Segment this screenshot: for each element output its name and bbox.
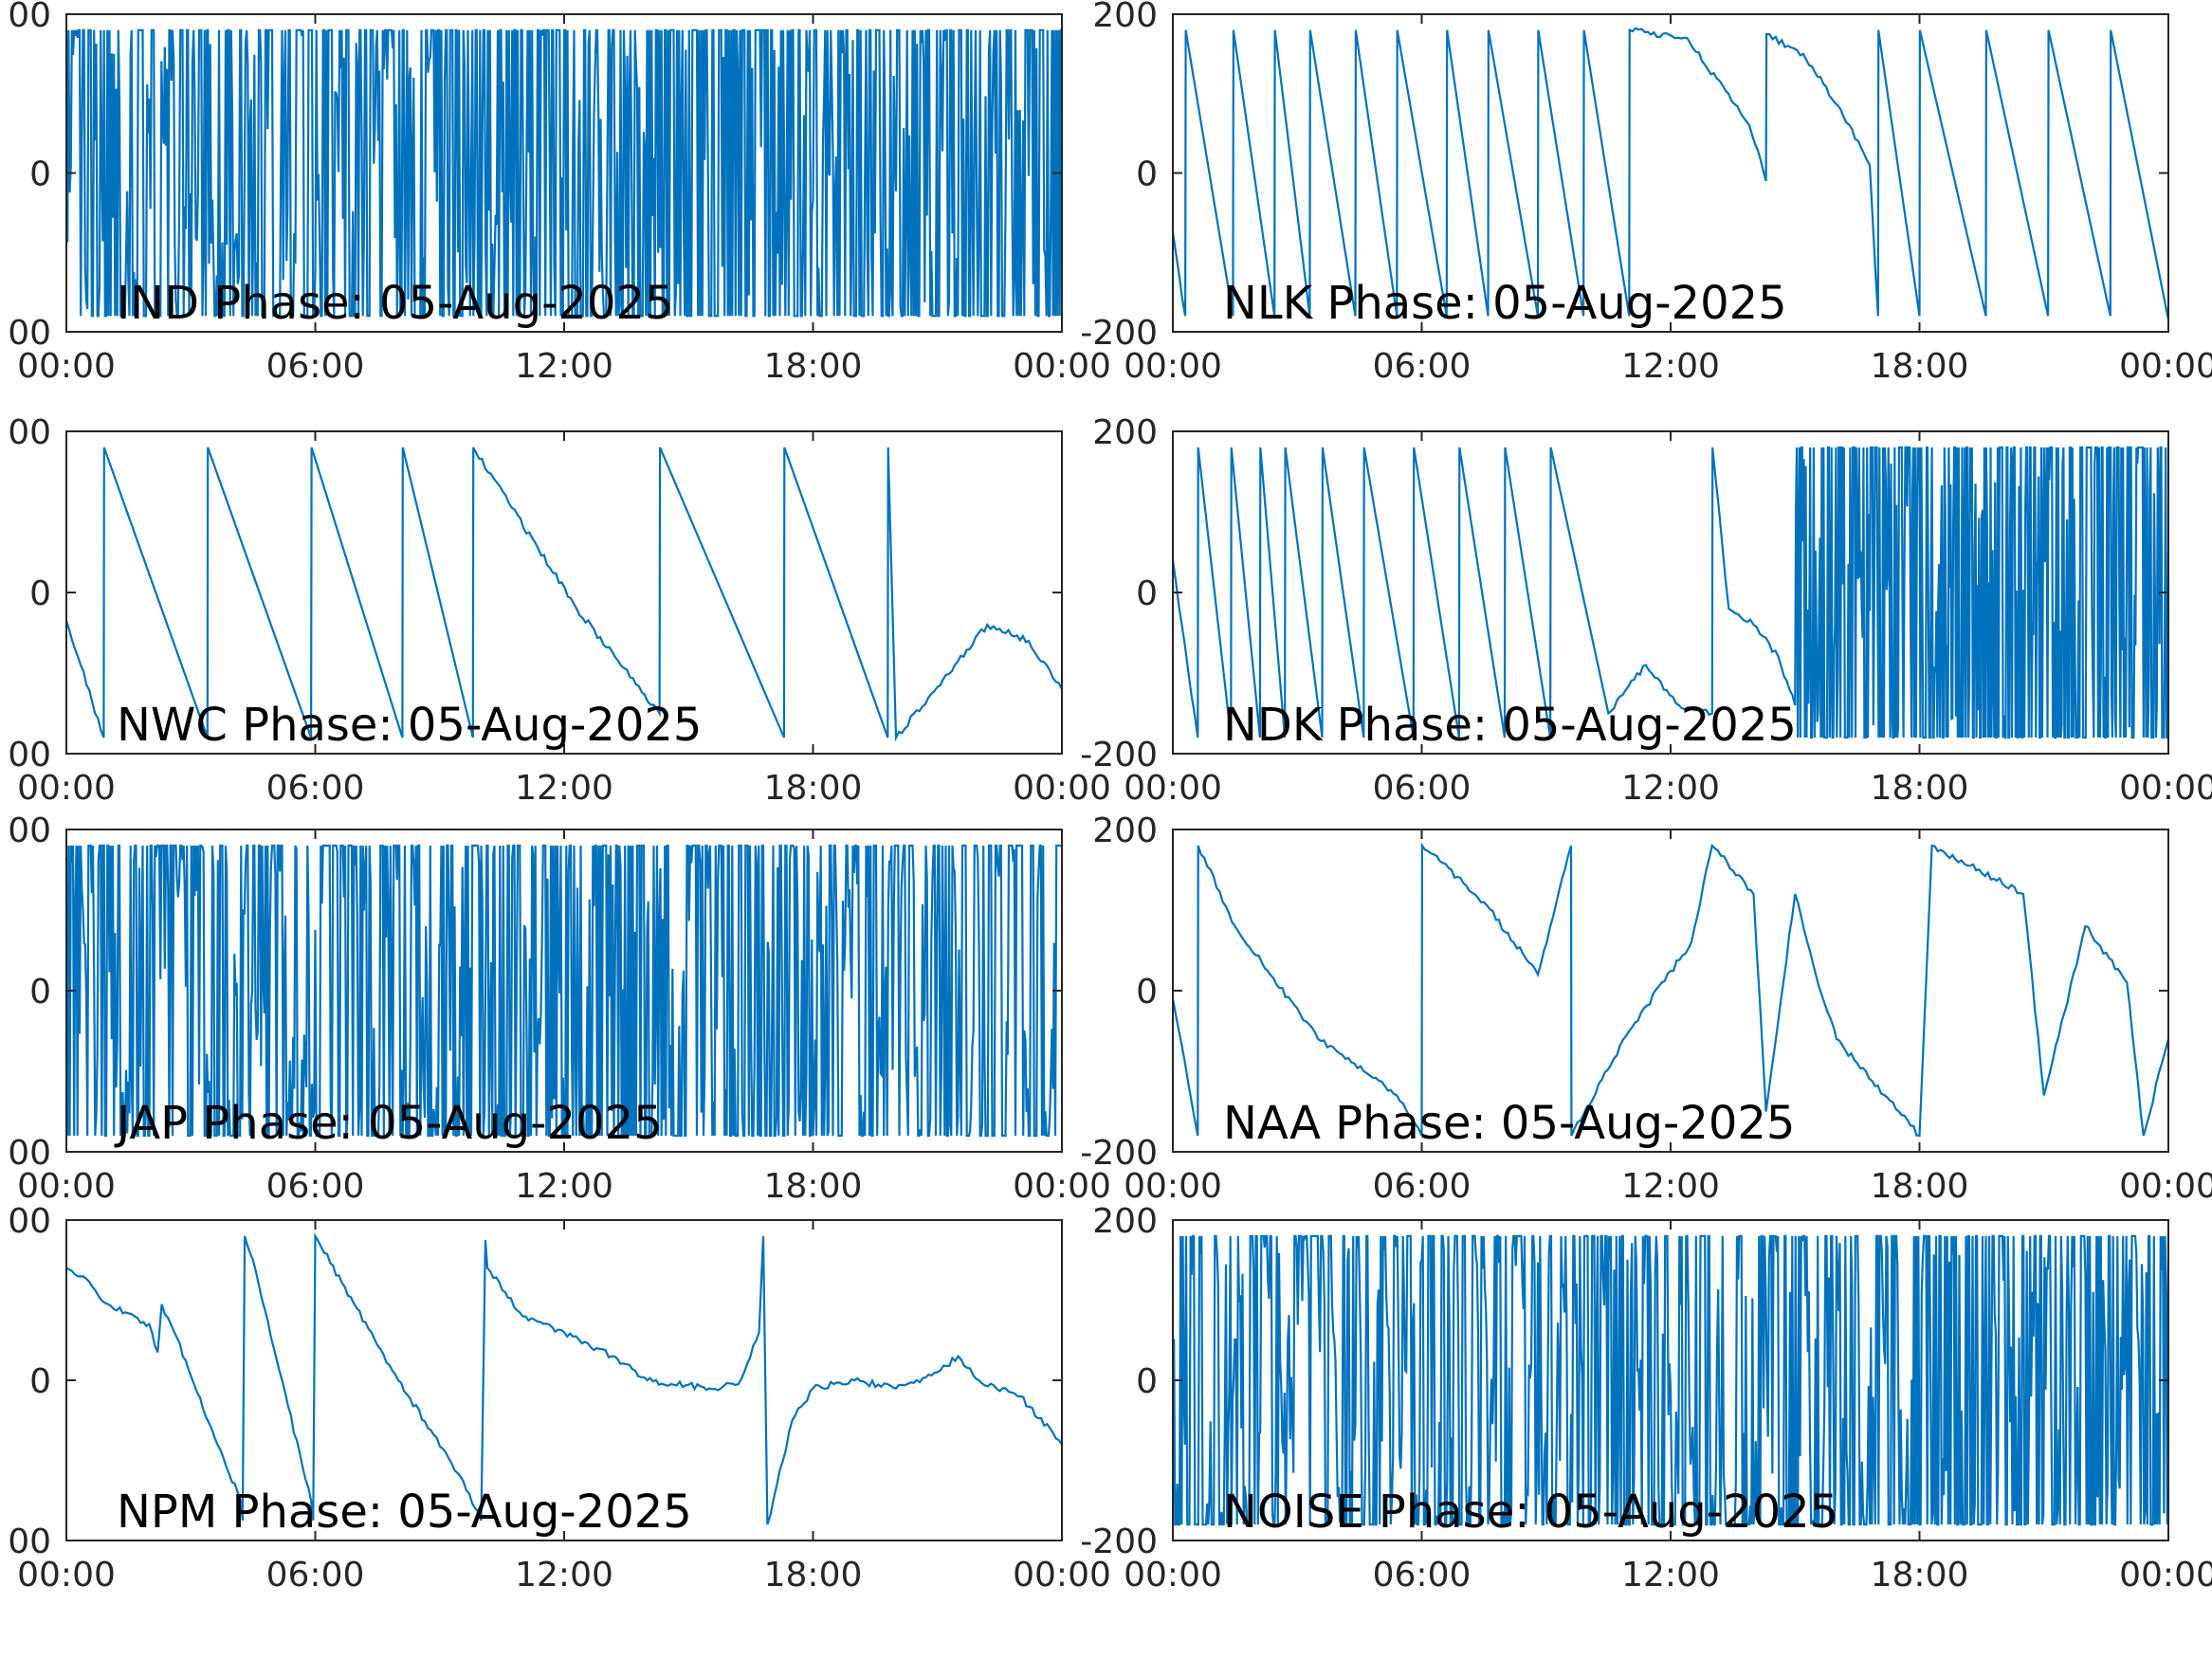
panel-npm-x-tick-label: 06:00 xyxy=(266,1556,365,1595)
panel-npm-y-tick-label: 00 xyxy=(8,1522,51,1561)
panel-naa-x-tick-label: 12:00 xyxy=(1621,1167,1720,1206)
panel-noise-x-tick-label: 00:00 xyxy=(2119,1556,2212,1595)
panel-nwc-x-tick-label: 00:00 xyxy=(17,769,116,808)
panel-nlk-y-tick-label: 200 xyxy=(1092,0,1158,35)
panel-nlk-x-tick-label: 00:00 xyxy=(2119,347,2212,386)
panel-npm-phase-trace xyxy=(66,1232,1062,1525)
panel-ndk-x-tick-label: 12:00 xyxy=(1621,769,1720,808)
panel-noise-title: NOISE Phase: 05-Aug-2025 xyxy=(1223,1486,1838,1539)
panel-nwc-y-tick-label: 00 xyxy=(8,413,51,452)
panel-jap-y-tick-label: 00 xyxy=(8,1134,51,1173)
panel-nwc-title: NWC Phase: 05-Aug-2025 xyxy=(117,699,702,752)
panel-naa-y-tick-label: -200 xyxy=(1080,1134,1158,1173)
panel-ind-x-tick-label: 06:00 xyxy=(266,347,365,386)
panel-nlk-x-tick-label: 12:00 xyxy=(1621,347,1720,386)
panel-naa-x-tick-label: 18:00 xyxy=(1871,1167,1969,1206)
panel-nwc-y-tick-label: 0 xyxy=(29,574,51,613)
panel-noise-x-tick-label: 06:00 xyxy=(1373,1556,1472,1595)
panel-jap-title: JAP Phase: 05-Aug-2025 xyxy=(114,1097,663,1150)
panel-ind-y-tick-label: 0 xyxy=(29,155,51,194)
panel-jap-y-tick-label: 0 xyxy=(29,973,51,1012)
panel-ind-phase-trace xyxy=(66,28,1062,318)
panel-ind-y-tick-label: 00 xyxy=(8,0,51,35)
panel-noise-y-tick-label: 200 xyxy=(1092,1202,1158,1241)
panel-nwc-x-tick-label: 00:00 xyxy=(1013,769,1111,808)
panel-nlk-x-tick-label: 18:00 xyxy=(1871,347,1969,386)
panel-jap-y-tick-label: 00 xyxy=(8,811,51,850)
panel-jap-x-tick-label: 00:00 xyxy=(1013,1167,1111,1206)
panel-nwc-x-tick-label: 18:00 xyxy=(764,769,863,808)
panel-ndk-y-tick-label: 0 xyxy=(1136,574,1158,613)
panel-ndk-x-tick-label: 18:00 xyxy=(1871,769,1969,808)
panel-naa-title: NAA Phase: 05-Aug-2025 xyxy=(1223,1097,1795,1150)
panel-ndk-y-tick-label: -200 xyxy=(1080,736,1158,775)
panel-noise-y-tick-label: -200 xyxy=(1080,1522,1158,1561)
panel-naa-y-tick-label: 0 xyxy=(1136,973,1158,1012)
panel-nwc-y-tick-label: 00 xyxy=(8,736,51,775)
panel-nwc-phase-trace xyxy=(66,447,1062,742)
panel-naa-x-tick-label: 06:00 xyxy=(1373,1167,1472,1206)
panel-npm-y-tick-label: 0 xyxy=(29,1362,51,1401)
panel-ndk-title: NDK Phase: 05-Aug-2025 xyxy=(1223,699,1797,752)
panel-ndk-phase-trace xyxy=(1173,446,2168,739)
panel-ind-title: IND Phase: 05-Aug-2025 xyxy=(117,277,674,330)
panel-noise-x-tick-label: 12:00 xyxy=(1621,1556,1720,1595)
panel-npm-x-tick-label: 18:00 xyxy=(764,1556,863,1595)
panel-ndk-x-tick-label: 00:00 xyxy=(2119,769,2212,808)
panel-jap-x-tick-label: 00:00 xyxy=(17,1167,116,1206)
panel-noise-y-tick-label: 0 xyxy=(1136,1362,1158,1401)
panel-nlk-x-tick-label: 00:00 xyxy=(1124,347,1222,386)
panel-nwc-x-tick-label: 06:00 xyxy=(266,769,365,808)
panel-nlk-x-tick-label: 06:00 xyxy=(1373,347,1472,386)
panel-nlk-y-tick-label: 0 xyxy=(1136,155,1158,194)
panel-naa-x-tick-label: 00:00 xyxy=(2119,1167,2212,1206)
panel-nwc-x-tick-label: 12:00 xyxy=(515,769,613,808)
panel-ind-x-tick-label: 00:00 xyxy=(1013,347,1111,386)
panel-noise-phase-trace xyxy=(1173,1234,2168,1526)
panel-nlk-y-tick-label: -200 xyxy=(1080,314,1158,353)
panel-naa-phase-trace xyxy=(1173,842,2168,1138)
panel-npm-title: NPM Phase: 05-Aug-2025 xyxy=(117,1486,692,1539)
panel-jap-phase-trace xyxy=(66,844,1062,1138)
panel-naa-x-tick-label: 00:00 xyxy=(1124,1167,1222,1206)
panel-ind-x-tick-label: 12:00 xyxy=(515,347,613,386)
panel-noise-x-tick-label: 00:00 xyxy=(1124,1556,1222,1595)
panel-nlk-phase-trace xyxy=(1173,27,2168,320)
panel-npm-x-tick-label: 12:00 xyxy=(515,1556,613,1595)
panel-npm-x-tick-label: 00:00 xyxy=(17,1556,116,1595)
panel-ndk-x-tick-label: 06:00 xyxy=(1373,769,1472,808)
panel-jap-x-tick-label: 18:00 xyxy=(764,1167,863,1206)
panel-jap-x-tick-label: 06:00 xyxy=(266,1167,365,1206)
panel-ind-y-tick-label: 00 xyxy=(8,314,51,353)
panel-naa-y-tick-label: 200 xyxy=(1092,811,1158,850)
panel-ind-x-tick-label: 18:00 xyxy=(764,347,863,386)
panel-npm-axes-box xyxy=(65,1219,1063,1541)
panel-ndk-x-tick-label: 00:00 xyxy=(1124,769,1222,808)
panel-npm-x-tick-label: 00:00 xyxy=(1013,1556,1111,1595)
panel-npm-y-tick-label: 00 xyxy=(8,1202,51,1241)
panel-ind-x-tick-label: 00:00 xyxy=(17,347,116,386)
panel-nlk-axes-box xyxy=(1172,13,2169,333)
panel-ndk-y-tick-label: 200 xyxy=(1092,413,1158,452)
panel-jap-x-tick-label: 12:00 xyxy=(515,1167,613,1206)
panel-nlk-title: NLK Phase: 05-Aug-2025 xyxy=(1223,277,1787,330)
panel-noise-x-tick-label: 18:00 xyxy=(1871,1556,1969,1595)
